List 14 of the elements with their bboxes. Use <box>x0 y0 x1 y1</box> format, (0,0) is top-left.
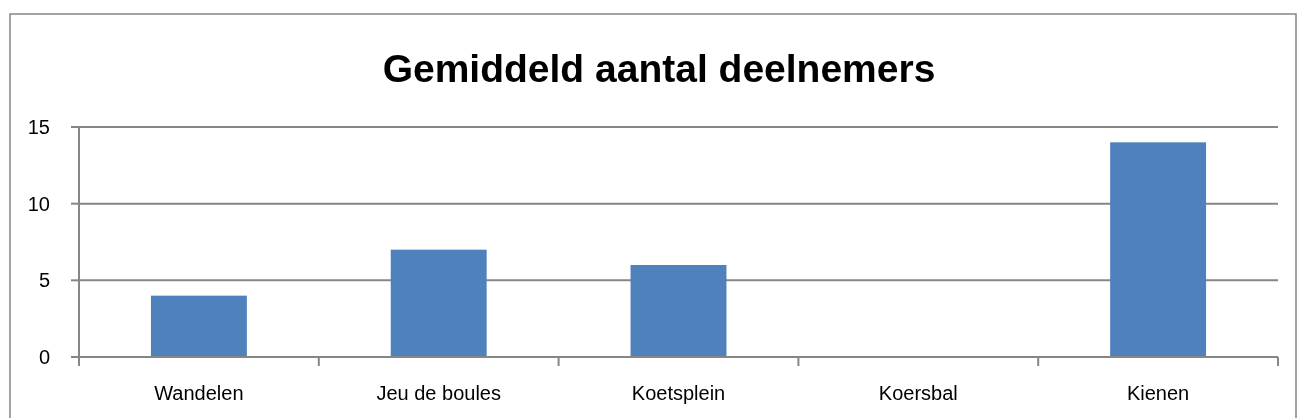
x-tick-label: Koetsplein <box>631 382 726 404</box>
x-tick-label: Kienen <box>1126 382 1190 404</box>
x-tick-label: Jeu de boules <box>376 382 501 404</box>
y-tick-label: 10 <box>27 192 50 215</box>
bar <box>150 295 247 357</box>
x-tick-label: Wandelen <box>154 382 244 404</box>
bar <box>1110 142 1207 357</box>
bar <box>390 249 487 357</box>
bar <box>630 265 727 357</box>
y-tick-label: 15 <box>27 116 50 138</box>
y-tick-label: 0 <box>38 346 50 368</box>
x-tick-label: Koersbal <box>878 382 958 404</box>
chart-title: Gemiddeld aantal deelnemers <box>382 47 936 90</box>
y-tick-label: 5 <box>38 269 50 292</box>
